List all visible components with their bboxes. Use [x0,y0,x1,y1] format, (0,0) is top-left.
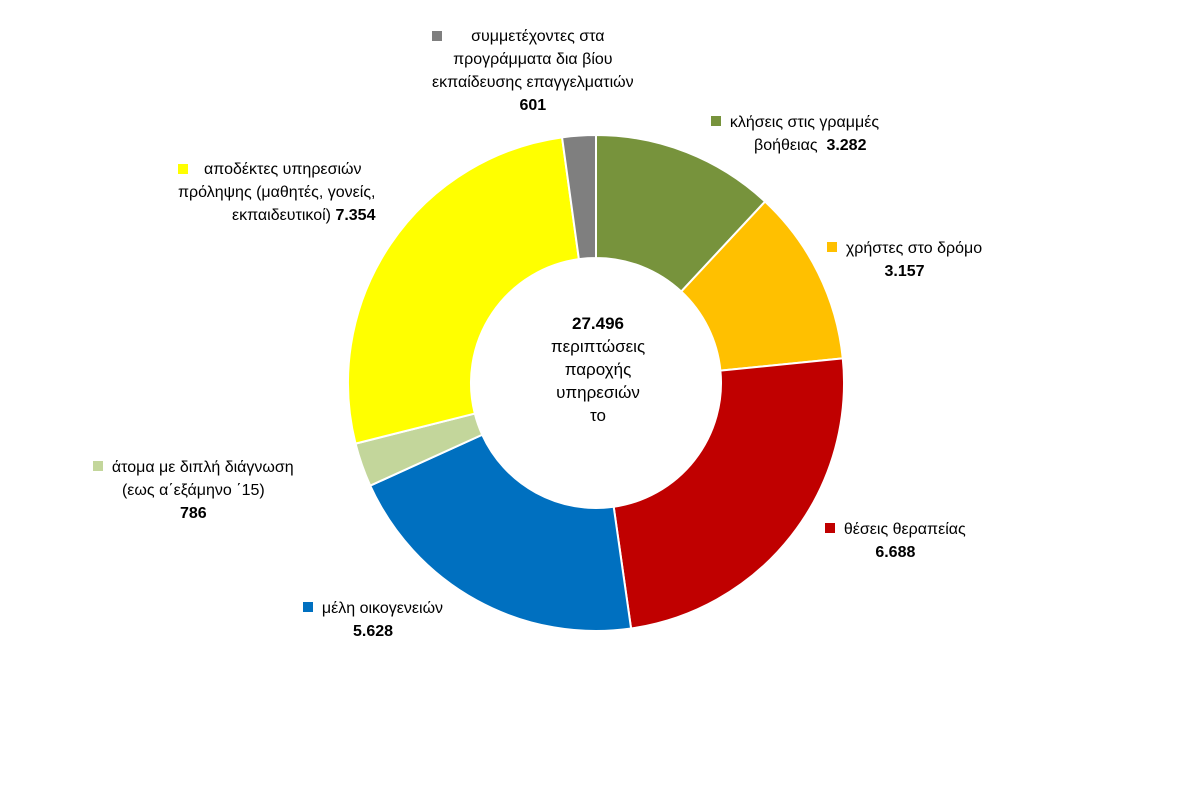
label-text: άτομα με διπλή διάγνωση [111,459,294,476]
data-value: 601 [519,97,547,114]
label-text: βοήθειας [754,137,818,154]
data-value: 3.282 [826,137,867,154]
label-text: αποδέκτες υπηρεσιών [204,161,362,178]
legend-swatch-prevention-recipients [178,164,188,174]
center-line-4: το [590,406,606,425]
legend-swatch-treatment-places [825,523,835,533]
legend-swatch-dual-diagnosis [93,461,103,471]
slice-lifelong-learning [560,133,597,261]
label-text: εκπαιδευτικοί) [231,207,331,224]
data-value: 7.354 [335,207,376,224]
legend-swatch-family-members [303,602,313,612]
center-total: 27.496 [572,314,624,333]
center-line-2: παροχής [564,360,632,379]
data-value: 786 [179,505,207,522]
data-label-prevention-recipients: αποδέκτες υπηρεσιών πρόληψης (μαθητές, γ… [178,158,375,227]
label-text: συμμετέχοντες στα [471,28,605,45]
data-label-treatment-places: θέσεις θεραπείας 6.688 [825,518,966,564]
data-value: 3.157 [884,263,925,280]
slice-family-members [368,433,633,632]
label-text: θέσεις θεραπείας [843,521,966,538]
data-label-dual-diagnosis: άτομα με διπλή διάγνωση (εως α΄εξάμηνο ΄… [93,456,294,525]
label-text: κλήσεις στις γραμμές [729,114,880,131]
data-label-family-members: μέλη οικογενειών 5.628 [303,597,443,643]
data-value: 6.688 [875,544,916,561]
legend-swatch-lifelong-learning [432,31,442,41]
label-text: πρόληψης (μαθητές, γονείς, [178,184,376,201]
data-label-helpline-calls: κλήσεις στις γραμμές βοήθειας 3.282 [711,111,879,157]
slice-prevention-recipients [347,136,581,445]
legend-swatch-street-users [827,242,837,252]
data-label-lifelong-learning: συμμετέχοντες στα προγράμματα δια βίου ε… [432,25,634,117]
center-label: 27.496 περιπτώσεις παροχής υπηρεσιών το [498,312,698,427]
label-text: (εως α΄εξάμηνο ΄15) [121,482,265,499]
label-text: μέλη οικογενειών [321,600,444,617]
data-value: 5.628 [353,623,394,640]
center-line-3: υπηρεσιών [556,383,640,402]
data-label-street-users: χρήστες στο δρόμο 3.157 [827,237,982,283]
label-text: χρήστες στο δρόμο [845,240,983,257]
slice-treatment-places [612,357,845,630]
label-text: εκπαίδευσης επαγγελματιών [432,74,634,91]
center-line-1: περιπτώσεις [550,337,646,356]
label-text: προγράμματα δια βίου [453,51,613,68]
legend-swatch-helpline-calls [711,116,721,126]
